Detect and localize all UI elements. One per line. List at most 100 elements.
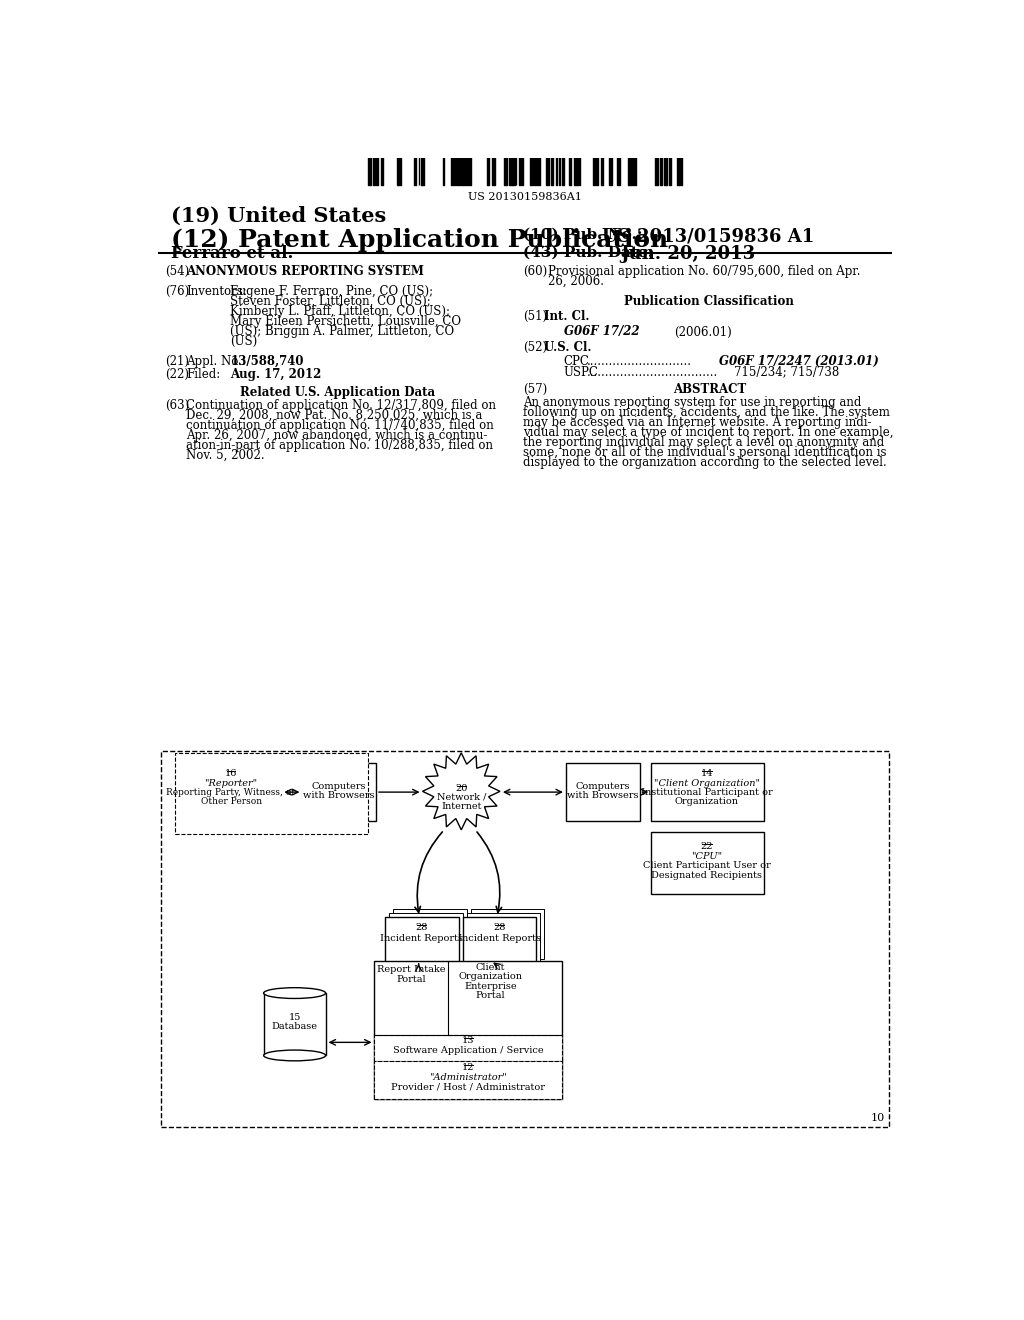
Text: Enterprise: Enterprise <box>465 982 517 990</box>
Bar <box>375 961 562 1100</box>
Text: US 2013/0159836 A1: US 2013/0159836 A1 <box>602 227 814 246</box>
Text: "CPU": "CPU" <box>691 853 723 861</box>
Text: Database: Database <box>271 1022 317 1031</box>
Text: with Browsers: with Browsers <box>303 791 375 800</box>
Text: Publication Classification: Publication Classification <box>625 294 795 308</box>
Text: Other Person: Other Person <box>201 797 262 805</box>
Text: Client Participant User or: Client Participant User or <box>643 862 771 870</box>
Text: Provider / Host / Administrator: Provider / Host / Administrator <box>391 1082 545 1092</box>
Bar <box>263 993 326 1056</box>
Bar <box>180 763 282 821</box>
Text: (57): (57) <box>523 383 548 396</box>
Text: "Client Organization": "Client Organization" <box>654 779 760 788</box>
Text: 16: 16 <box>225 770 238 777</box>
Text: Steven Foster, Littleton, CO (US);: Steven Foster, Littleton, CO (US); <box>230 294 431 308</box>
Text: vidual may select a type of incident to report. In one example,: vidual may select a type of incident to … <box>523 426 894 440</box>
Bar <box>302 763 376 821</box>
Text: USPC: USPC <box>563 366 598 379</box>
Text: Dec. 29, 2008, now Pat. No. 8,250,025, which is a: Dec. 29, 2008, now Pat. No. 8,250,025, w… <box>186 409 482 421</box>
Text: (22): (22) <box>165 368 189 381</box>
Text: Client: Client <box>476 964 506 972</box>
Text: (US): (US) <box>230 335 258 347</box>
Bar <box>651 763 764 821</box>
Text: 10: 10 <box>870 1113 885 1123</box>
Text: Related U.S. Application Data: Related U.S. Application Data <box>240 387 435 400</box>
Text: Inventors:: Inventors: <box>186 285 247 298</box>
Text: 22: 22 <box>700 842 713 851</box>
Text: Ferraro et al.: Ferraro et al. <box>171 246 293 263</box>
Text: Organization: Organization <box>675 797 739 807</box>
Text: Reporting Party, Witness, or: Reporting Party, Witness, or <box>166 788 296 797</box>
Bar <box>389 913 463 964</box>
Text: (76): (76) <box>165 285 189 298</box>
Text: Internet: Internet <box>441 803 481 810</box>
Text: Filed:: Filed: <box>186 368 220 381</box>
Text: (60): (60) <box>523 264 548 277</box>
Text: Software Application / Service: Software Application / Service <box>393 1047 544 1055</box>
Text: Computers: Computers <box>311 781 366 791</box>
Text: (54): (54) <box>165 264 189 277</box>
Text: (US); Briggin A. Palmer, Littleton, CO: (US); Briggin A. Palmer, Littleton, CO <box>230 325 455 338</box>
Text: (19) United States: (19) United States <box>171 206 386 226</box>
Text: 28: 28 <box>493 923 506 932</box>
Text: ation-in-part of application No. 10/288,835, filed on: ation-in-part of application No. 10/288,… <box>186 438 494 451</box>
Bar <box>174 752 369 834</box>
Text: Continuation of application No. 12/317,809, filed on: Continuation of application No. 12/317,8… <box>186 399 496 412</box>
Text: Institutional Participant or: Institutional Participant or <box>641 788 773 797</box>
Bar <box>463 917 537 966</box>
Text: 28: 28 <box>416 923 428 932</box>
Text: Kimberly L. Pfaff, Littleton, CO (US);: Kimberly L. Pfaff, Littleton, CO (US); <box>230 305 451 318</box>
Text: Incident Reports: Incident Reports <box>380 933 463 942</box>
Text: (52): (52) <box>523 341 548 354</box>
Text: following up on incidents, accidents, and the like. The system: following up on incidents, accidents, an… <box>523 407 890 420</box>
Text: Organization: Organization <box>459 973 522 981</box>
Text: Apr. 26, 2007, now abandoned, which is a continu-: Apr. 26, 2007, now abandoned, which is a… <box>186 429 487 442</box>
Text: with Browsers: with Browsers <box>566 791 638 800</box>
Text: Computers: Computers <box>575 781 630 791</box>
Text: U.S. Cl.: U.S. Cl. <box>544 341 592 354</box>
Text: some, none or all of the individual's personal identification is: some, none or all of the individual's pe… <box>523 446 887 459</box>
Text: 12: 12 <box>462 1063 474 1072</box>
Text: the reporting individual may select a level on anonymity and: the reporting individual may select a le… <box>523 437 885 449</box>
Bar <box>375 1035 562 1061</box>
Text: "Administrator": "Administrator" <box>429 1073 507 1082</box>
Text: (21): (21) <box>165 355 189 368</box>
Text: "Reporter": "Reporter" <box>205 779 258 788</box>
Text: may be accessed via an Internet website. A reporting indi-: may be accessed via an Internet website.… <box>523 416 871 429</box>
Text: Provisional application No. 60/795,600, filed on Apr.: Provisional application No. 60/795,600, … <box>548 264 860 277</box>
Text: Int. Cl.: Int. Cl. <box>544 310 590 323</box>
Text: displayed to the organization according to the selected level.: displayed to the organization according … <box>523 457 887 470</box>
Text: 13: 13 <box>462 1036 474 1045</box>
Text: Portal: Portal <box>476 991 506 999</box>
Text: Aug. 17, 2012: Aug. 17, 2012 <box>230 368 322 381</box>
Text: Mary Eileen Persichetti, Louisville, CO: Mary Eileen Persichetti, Louisville, CO <box>230 314 461 327</box>
Bar <box>375 1061 562 1100</box>
Text: G06F 17/22: G06F 17/22 <box>563 326 639 338</box>
Text: CPC: CPC <box>563 355 590 368</box>
Text: Jun. 20, 2013: Jun. 20, 2013 <box>621 246 756 264</box>
Text: Incident Reports: Incident Reports <box>458 933 541 942</box>
Text: ............................: ............................ <box>587 355 692 368</box>
Text: 13/588,740: 13/588,740 <box>230 355 304 368</box>
Text: Nov. 5, 2002.: Nov. 5, 2002. <box>186 449 265 462</box>
Text: (10) Pub. No.:: (10) Pub. No.: <box>523 227 643 242</box>
Text: An anonymous reporting system for use in reporting and: An anonymous reporting system for use in… <box>523 396 861 409</box>
Text: (63): (63) <box>165 399 189 412</box>
Text: Designated Recipients: Designated Recipients <box>651 871 763 879</box>
Text: 20: 20 <box>455 784 467 793</box>
Bar <box>467 913 541 964</box>
Text: 26, 2006.: 26, 2006. <box>548 275 604 288</box>
Bar <box>393 909 467 960</box>
Bar <box>566 763 640 821</box>
Ellipse shape <box>263 987 326 998</box>
Text: (2006.01): (2006.01) <box>675 326 732 338</box>
Text: (51): (51) <box>523 310 548 323</box>
Bar <box>471 909 544 960</box>
Text: US 20130159836A1: US 20130159836A1 <box>468 191 582 202</box>
Bar <box>651 832 764 894</box>
Text: 14: 14 <box>700 770 713 777</box>
Text: 15: 15 <box>289 1014 301 1022</box>
Text: ABSTRACT: ABSTRACT <box>673 383 745 396</box>
Polygon shape <box>423 752 500 830</box>
Text: Report Intake: Report Intake <box>377 965 445 974</box>
